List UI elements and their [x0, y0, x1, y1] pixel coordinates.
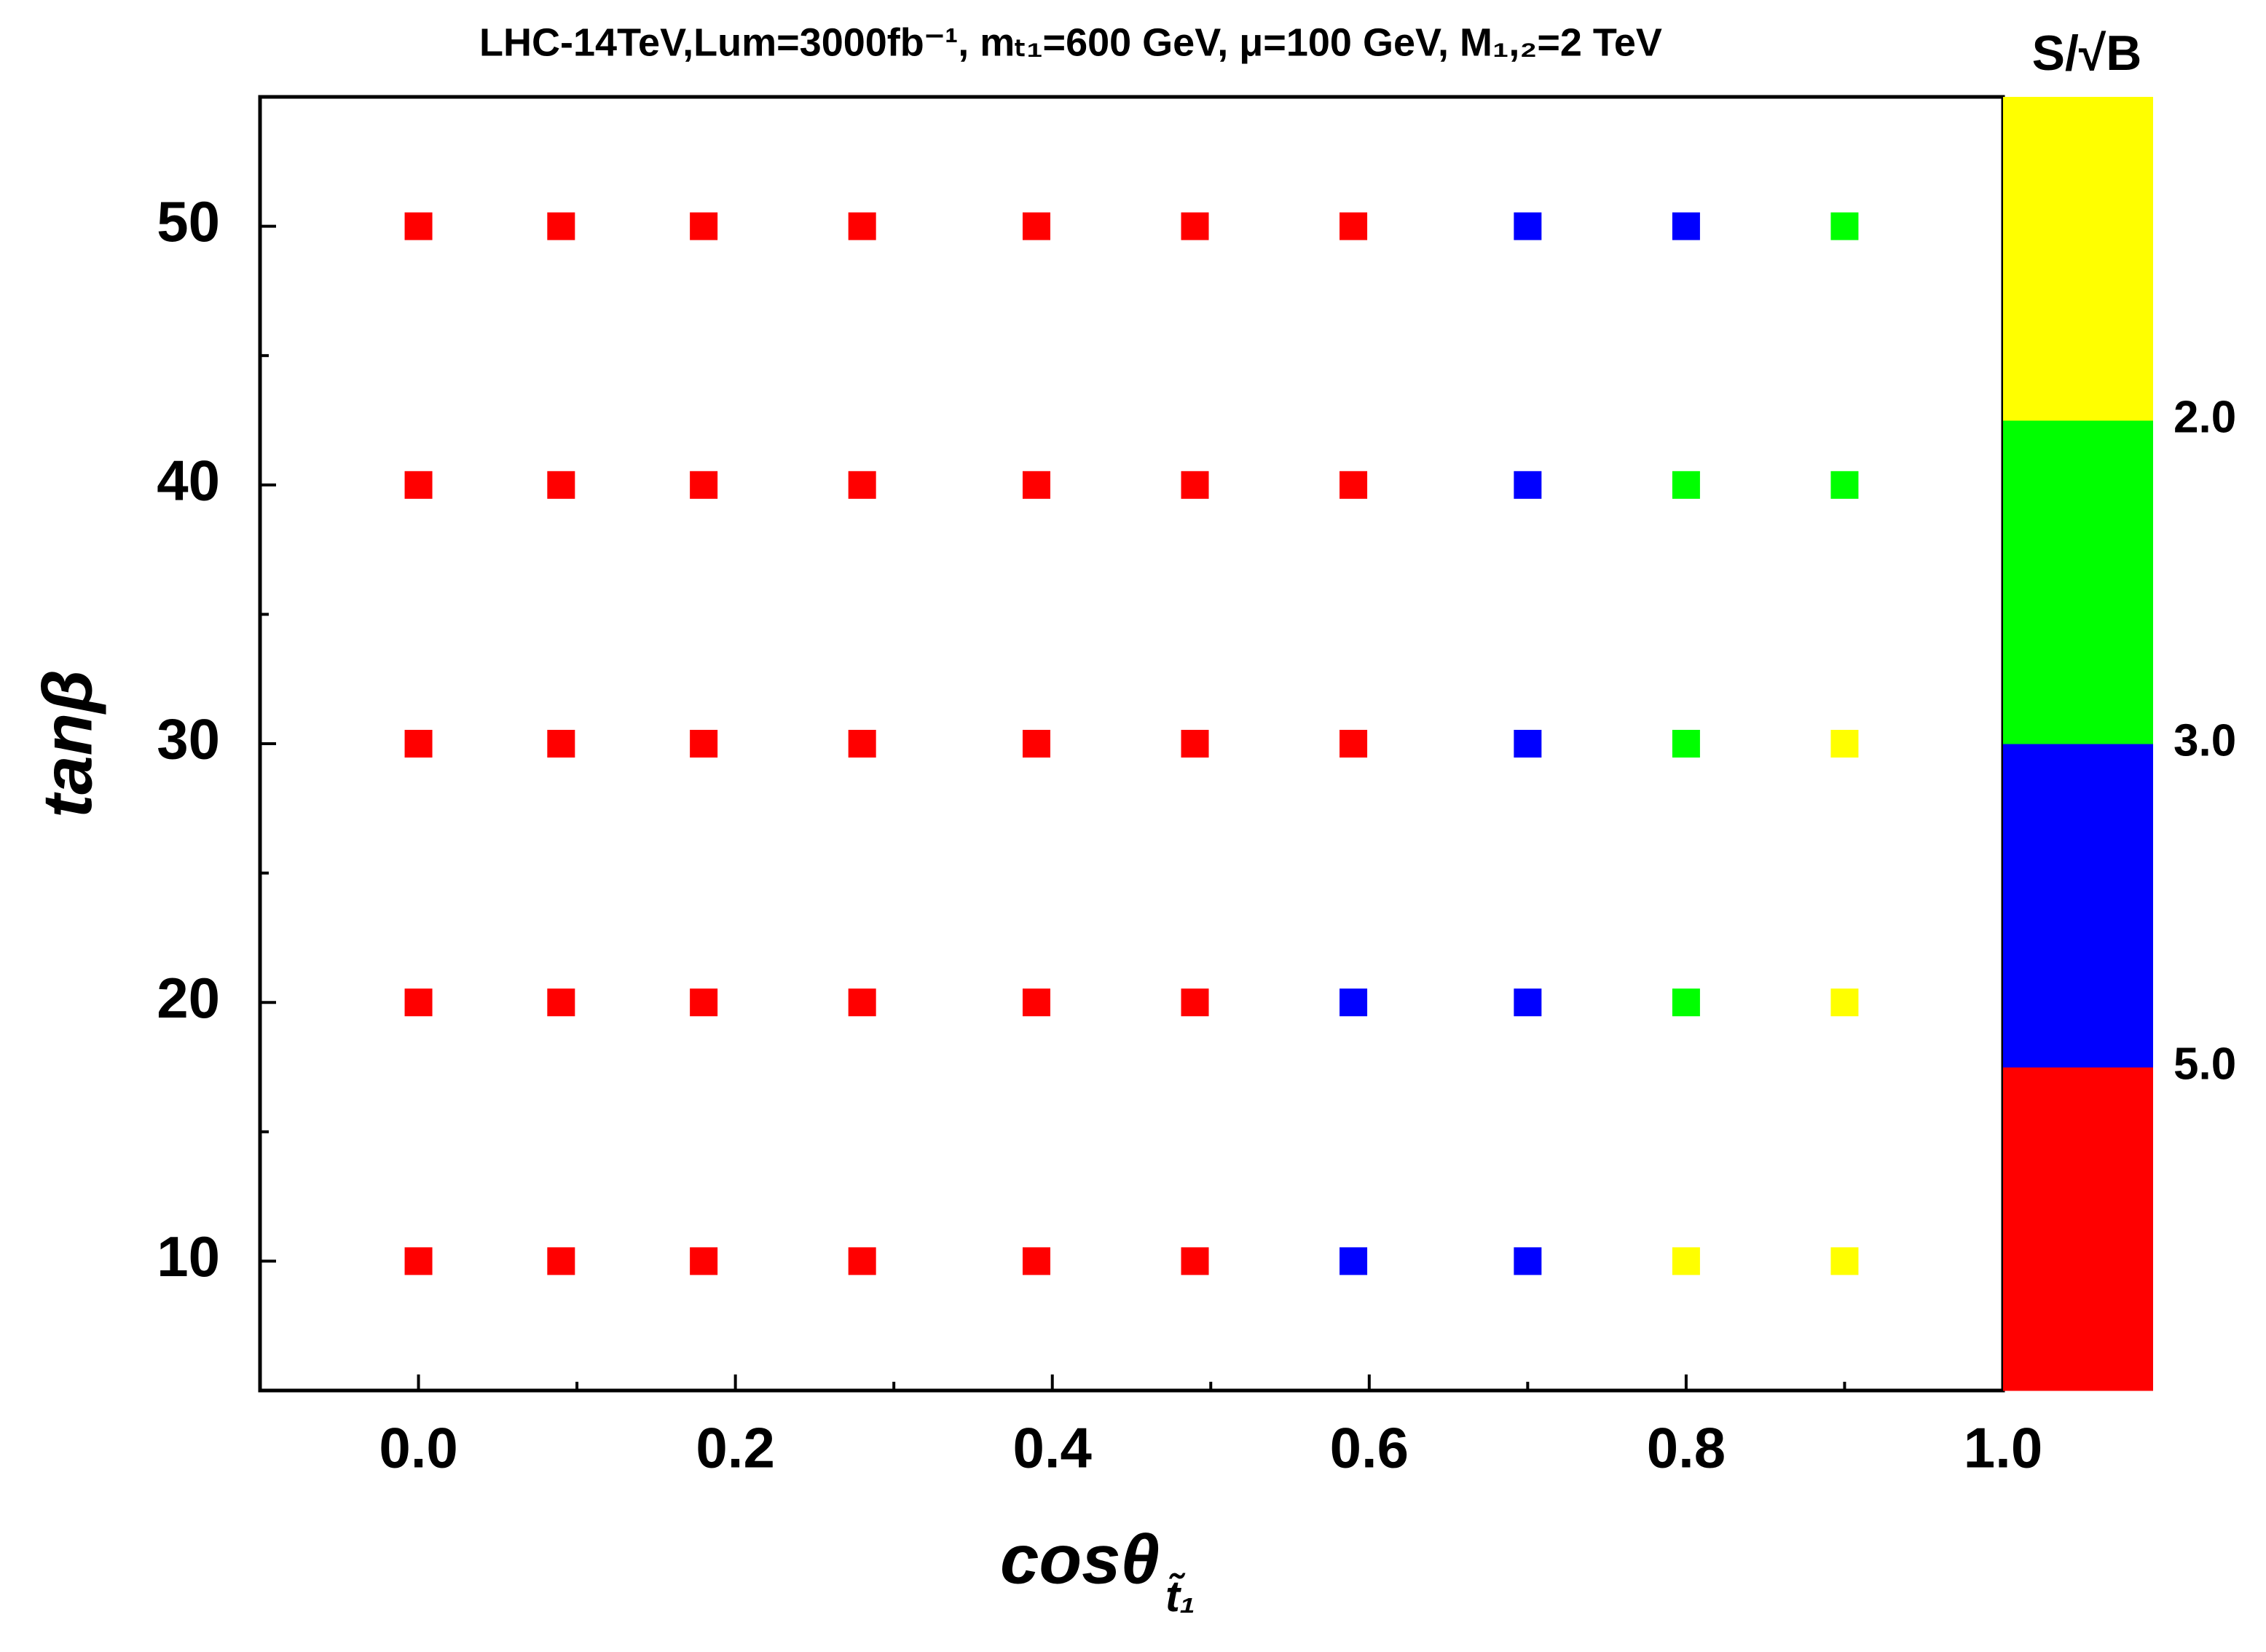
point [848, 471, 876, 499]
point [547, 988, 575, 1017]
point [404, 1247, 433, 1275]
colorbar-tick-label: 5.0 [2173, 1039, 2236, 1089]
point [848, 1247, 876, 1275]
x-tick-label: 0.0 [379, 1416, 457, 1480]
point [1022, 471, 1050, 499]
point [690, 988, 718, 1017]
colorbar-tick-label: 3.0 [2173, 715, 2236, 766]
point [848, 730, 876, 758]
point [1339, 212, 1368, 240]
y-tick-label: 20 [157, 966, 220, 1030]
point [1339, 730, 1368, 758]
point [404, 471, 433, 499]
point [1672, 471, 1700, 499]
x-tick-label: 1.0 [1964, 1416, 2042, 1480]
point [1022, 212, 1050, 240]
chart-title: LHC-14TeV,Lum=3000fb⁻¹, mₜ₁=600 GeV, μ=1… [479, 20, 1662, 64]
point [404, 212, 433, 240]
point [1830, 988, 1859, 1017]
point [690, 212, 718, 240]
y-tick-label: 40 [157, 448, 220, 512]
point [1830, 730, 1859, 758]
point [1181, 988, 1209, 1017]
point [1830, 471, 1859, 499]
colorbar-segment [2003, 744, 2153, 1068]
point [1181, 471, 1209, 499]
y-tick-label: 10 [157, 1224, 220, 1289]
point [1830, 1247, 1859, 1275]
colorbar-segment [2003, 1067, 2153, 1391]
y-axis-label: tanβ [28, 669, 106, 818]
point [1514, 730, 1542, 758]
point [690, 1247, 718, 1275]
point [690, 471, 718, 499]
point [1672, 988, 1700, 1017]
point [547, 212, 575, 240]
colorbar-segment [2003, 420, 2153, 744]
y-tick-label: 50 [157, 189, 220, 253]
point [848, 988, 876, 1017]
colorbar-segment [2003, 97, 2153, 421]
point [1339, 988, 1368, 1017]
point [1339, 471, 1368, 499]
point [547, 471, 575, 499]
point [1672, 730, 1700, 758]
point [1181, 1247, 1209, 1275]
point [1830, 212, 1859, 240]
x-tick-label: 0.2 [696, 1416, 774, 1480]
point [1514, 212, 1542, 240]
point [1672, 212, 1700, 240]
point [1672, 1247, 1700, 1275]
point [1181, 730, 1209, 758]
x-tick-label: 0.6 [1330, 1416, 1409, 1480]
point [404, 730, 433, 758]
point [1181, 212, 1209, 240]
x-tick-label: 0.4 [1013, 1416, 1092, 1480]
point [547, 730, 575, 758]
point [690, 730, 718, 758]
point [1514, 471, 1542, 499]
point [404, 988, 433, 1017]
point [1022, 730, 1050, 758]
point [1514, 988, 1542, 1017]
point [1022, 988, 1050, 1017]
colorbar-tick-label: 2.0 [2173, 392, 2236, 442]
colorbar-title: S/√B [2032, 25, 2142, 81]
point [848, 212, 876, 240]
point [547, 1247, 575, 1275]
x-axis-label-subscript: t̃₁ [1165, 1572, 1195, 1621]
point [1022, 1247, 1050, 1275]
point [1514, 1247, 1542, 1275]
x-tick-label: 0.8 [1647, 1416, 1726, 1480]
x-axis-label: cosθ [1000, 1520, 1160, 1598]
point [1339, 1247, 1368, 1275]
y-tick-label: 30 [157, 707, 220, 771]
plot-frame [258, 95, 2005, 1393]
